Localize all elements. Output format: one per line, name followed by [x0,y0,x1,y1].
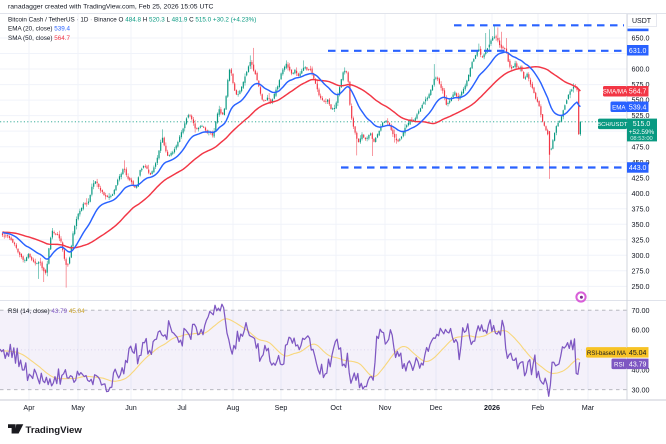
svg-text:RSI: RSI [614,361,625,368]
svg-text:EMA: EMA [612,104,626,111]
svg-text:Nov: Nov [379,403,392,412]
svg-text:600.0: 600.0 [632,65,650,74]
svg-text:525.0: 525.0 [632,111,650,120]
svg-text:+52.59%: +52.59% [629,129,655,136]
svg-text:SMA (50, close) 564.7: SMA (50, close) 564.7 [8,35,70,42]
svg-text:650.0: 650.0 [632,34,650,43]
svg-text:Bitcoin Cash / TetherUS · 1D ·: Bitcoin Cash / TetherUS · 1D · Binance O… [8,16,256,23]
svg-text:Apr: Apr [23,403,35,412]
svg-text:375.0: 375.0 [632,204,650,213]
svg-text:Jun: Jun [125,403,137,412]
svg-text:443.0: 443.0 [629,165,647,172]
svg-text:60.00: 60.00 [632,326,650,335]
svg-text:45.04: 45.04 [629,350,647,357]
svg-text:RSI-based MA: RSI-based MA [587,351,626,357]
svg-text:70.00: 70.00 [632,306,650,315]
svg-text:Aug: Aug [227,403,240,412]
svg-text:425.0: 425.0 [632,173,650,182]
svg-text:515.0: 515.0 [633,121,651,128]
svg-text:08:53:00: 08:53:00 [630,136,653,142]
svg-text:Mar: Mar [582,403,595,412]
svg-text:350.0: 350.0 [632,220,650,229]
svg-text:ranadagger created with Tradin: ranadagger created with TradingView.com,… [8,4,214,11]
svg-text:Feb: Feb [532,403,544,412]
svg-text:Oct: Oct [330,403,341,412]
svg-text:40.00: 40.00 [632,365,650,374]
svg-text:BCH/USDT: BCH/USDT [597,122,628,128]
svg-text:Dec: Dec [430,403,443,412]
svg-text:250.0: 250.0 [632,282,650,291]
svg-text:631.0: 631.0 [629,48,647,55]
svg-text:43.79: 43.79 [629,361,647,368]
svg-text:30.00: 30.00 [632,385,650,394]
svg-text:RSI (14, close) 43.79 45.04: RSI (14, close) 43.79 45.04 [8,308,85,315]
svg-text:550.0: 550.0 [632,96,650,105]
svg-text:575.0: 575.0 [632,80,650,89]
svg-text:2026: 2026 [484,403,500,412]
svg-text:475.0: 475.0 [632,142,650,151]
svg-text:564.7: 564.7 [629,89,647,96]
svg-text:SMA/MA: SMA/MA [603,89,628,96]
svg-text:539.4: 539.4 [629,104,647,111]
svg-text:300.0: 300.0 [632,251,650,260]
svg-text:275.0: 275.0 [632,266,650,275]
svg-text:USDT: USDT [632,18,652,25]
svg-text:May: May [71,403,85,412]
svg-text:EMA (20, close) 539.4: EMA (20, close) 539.4 [8,26,70,33]
svg-text:400.0: 400.0 [632,189,650,198]
svg-text:TradingView: TradingView [26,425,83,436]
svg-text:325.0: 325.0 [632,235,650,244]
svg-text:Sep: Sep [275,403,288,412]
svg-text:Jul: Jul [177,403,187,412]
